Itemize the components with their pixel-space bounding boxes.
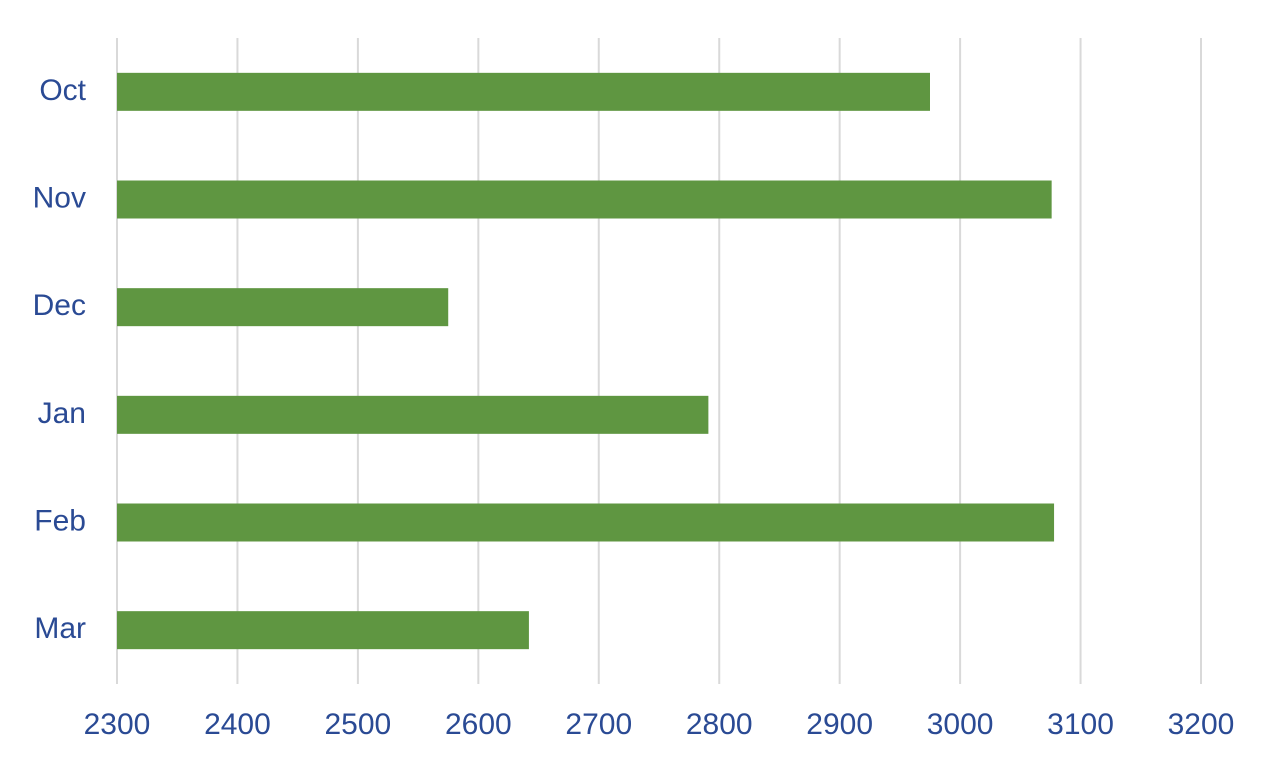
bar bbox=[117, 395, 709, 434]
y-tick-label: Nov bbox=[33, 181, 86, 214]
x-tick-label: 2800 bbox=[686, 708, 753, 741]
x-tick-label: 2700 bbox=[565, 708, 632, 741]
x-tick-label: 3000 bbox=[927, 708, 994, 741]
bar bbox=[117, 611, 529, 650]
y-tick-label: Oct bbox=[39, 74, 86, 107]
bar bbox=[117, 503, 1055, 542]
x-tick-label: 3200 bbox=[1168, 708, 1235, 741]
x-tick-label: 2300 bbox=[84, 708, 151, 741]
y-tick-label: Dec bbox=[33, 289, 86, 322]
y-tick-label: Feb bbox=[34, 504, 86, 537]
bar bbox=[117, 180, 1052, 219]
bar bbox=[117, 288, 449, 327]
x-tick-label: 3100 bbox=[1047, 708, 1114, 741]
bar bbox=[117, 72, 930, 111]
x-tick-label: 2900 bbox=[806, 708, 873, 741]
x-tick-label: 2400 bbox=[204, 708, 271, 741]
y-tick-label: Jan bbox=[38, 397, 86, 430]
x-tick-label: 2500 bbox=[325, 708, 392, 741]
x-tick-label: 2600 bbox=[445, 708, 512, 741]
y-tick-label: Mar bbox=[34, 612, 86, 645]
